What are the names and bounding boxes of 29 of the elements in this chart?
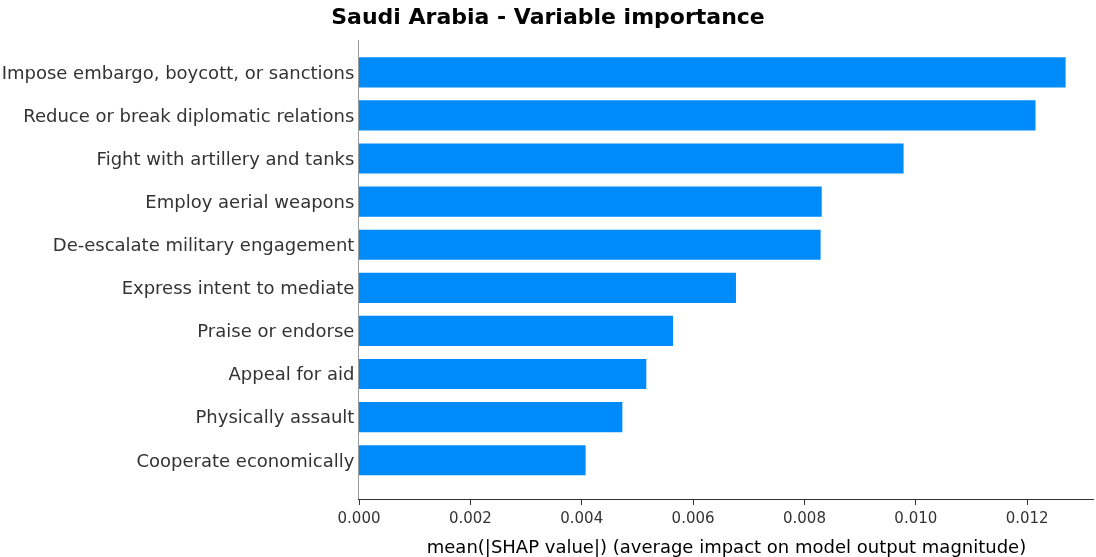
x-tick-label: 0.010 (894, 509, 938, 527)
y-tick-label: Fight with artillery and tanks (96, 147, 355, 169)
y-tick-label: Physically assault (195, 406, 355, 428)
bar (359, 315, 674, 346)
y-tick-label: De-escalate military engagement (52, 234, 355, 256)
y-tick-label: Reduce or break diplomatic relations (23, 104, 355, 126)
bar (359, 186, 822, 217)
bar (359, 143, 904, 174)
bar (359, 402, 623, 433)
x-axis-title: mean(|SHAP value|) (average impact on model output magnitude) (426, 536, 1027, 557)
bar (359, 229, 821, 260)
y-tick-label: Praise or endorse (197, 320, 355, 342)
y-tick-label: Cooperate economically (136, 449, 355, 471)
y-tick-label: Express intent to mediate (121, 277, 355, 299)
bar (359, 57, 1066, 88)
y-tick-label: Employ aerial weapons (145, 190, 355, 212)
x-tick-label: 0.000 (337, 509, 381, 527)
bar (359, 100, 1036, 131)
x-tick-label: 0.004 (560, 509, 604, 527)
x-tick-label: 0.008 (782, 509, 826, 527)
chart-title: Saudi Arabia - Variable importance (331, 3, 765, 29)
bar (359, 445, 586, 476)
y-tick-label: Appeal for aid (228, 363, 355, 385)
y-tick-label: Impose embargo, boycott, or sanctions (1, 61, 355, 83)
bar (359, 272, 736, 303)
bar (359, 358, 647, 390)
x-tick-label: 0.012 (1005, 509, 1049, 527)
x-tick-label: 0.002 (448, 509, 492, 527)
x-tick-label: 0.006 (671, 509, 715, 527)
